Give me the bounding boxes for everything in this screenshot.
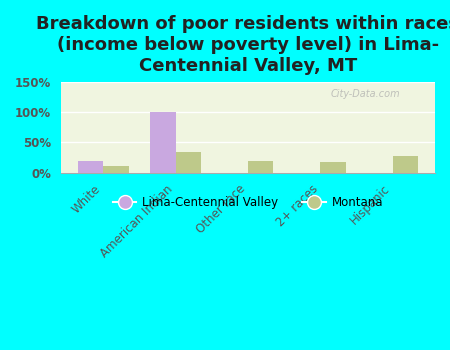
Bar [150, 112, 176, 173]
Title: Breakdown of poor residents within races
(income below poverty level) in Lima-
C: Breakdown of poor residents within races… [36, 15, 450, 75]
Bar [320, 162, 346, 173]
Legend: Lima-Centennial Valley, Montana: Lima-Centennial Valley, Montana [108, 192, 388, 214]
Bar [393, 156, 418, 173]
Text: City-Data.com: City-Data.com [330, 89, 400, 99]
Bar [104, 166, 129, 173]
Bar [176, 152, 201, 173]
Bar [248, 161, 273, 173]
Bar [78, 161, 104, 173]
